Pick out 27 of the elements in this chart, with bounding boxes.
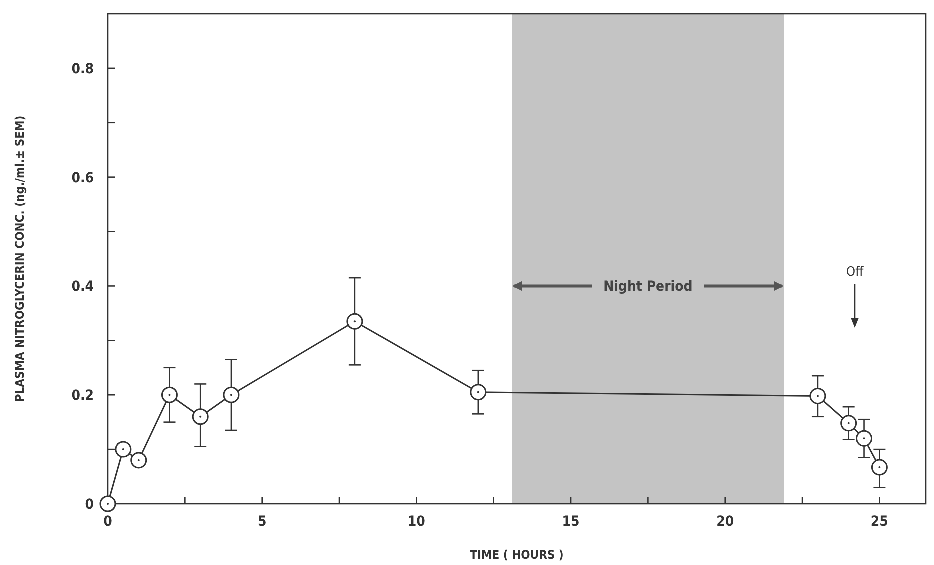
point [346, 313, 364, 330]
point [470, 384, 487, 401]
y-axis-title: PLASMA NITROGLYCERIN CONC. (ng./ml.± SEM) [13, 116, 27, 402]
point [100, 496, 116, 512]
point [223, 386, 240, 404]
band-label: Night Period [604, 279, 693, 296]
point [871, 459, 888, 476]
y-tick-label: 0.8 [72, 61, 94, 78]
x-tick-label: 5 [258, 514, 267, 530]
x-tick-label: 20 [716, 514, 734, 530]
point [115, 441, 132, 458]
y-tick-label: 0.2 [72, 388, 94, 404]
point [840, 415, 858, 432]
y-tick-label: 0.4 [72, 279, 94, 296]
point [856, 430, 873, 447]
point [130, 452, 148, 469]
point [161, 386, 178, 404]
x-axis-title: TIME ( HOURS ) [470, 548, 564, 562]
x-tick-label: 25 [870, 514, 888, 530]
y-tick-label: 0.6 [72, 170, 94, 186]
point [810, 388, 826, 404]
y-tick-label: 0 [85, 497, 94, 513]
x-tick-label: 15 [562, 514, 580, 530]
x-tick-label: 10 [408, 514, 426, 530]
x-tick-label: 0 [104, 514, 113, 530]
annotation: Off [846, 265, 865, 280]
point [192, 408, 209, 426]
